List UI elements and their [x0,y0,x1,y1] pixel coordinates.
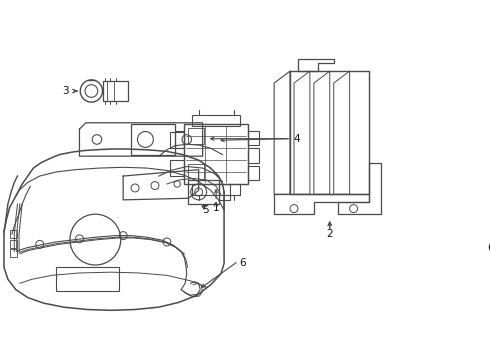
Text: 5: 5 [202,205,208,215]
Bar [131,124,175,154]
Bar [9,230,18,238]
Text: 6: 6 [239,258,245,269]
Bar [188,180,219,204]
Text: 6: 6 [488,243,490,253]
Bar [175,131,184,148]
Bar [192,184,240,195]
Bar [56,267,119,291]
Bar [248,131,259,145]
Bar [9,240,18,248]
Bar [102,81,128,100]
Text: 3: 3 [62,86,69,96]
Text: 1: 1 [213,203,220,213]
Text: 4: 4 [294,134,300,144]
Bar [248,166,259,180]
Bar [184,124,248,184]
Bar [290,71,369,194]
Bar [219,184,230,200]
Bar [170,132,184,148]
Bar [192,115,240,126]
Bar [188,164,204,180]
Bar [188,129,204,144]
Bar [248,148,259,162]
Bar [170,160,184,176]
Text: 2: 2 [326,229,333,239]
Bar [9,249,18,257]
